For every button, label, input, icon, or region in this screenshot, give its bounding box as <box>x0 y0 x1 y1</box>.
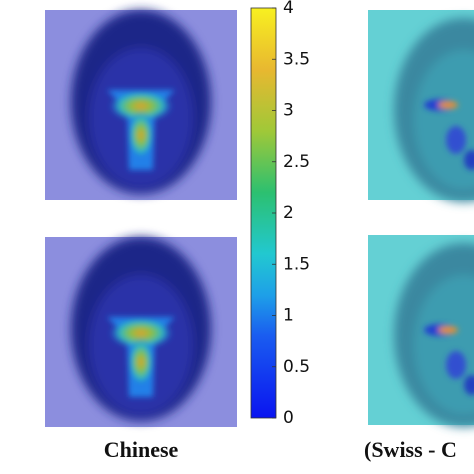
colorbar-tick-label: 1 <box>283 306 294 326</box>
heatmap-panel <box>45 237 237 427</box>
colorbar-tick-label: 1.5 <box>283 254 310 274</box>
colorbar-tick-label: 0.5 <box>283 357 310 377</box>
colorbar-tick-label: 2.5 <box>283 152 310 172</box>
colorbar-tick-label: 4 <box>283 0 294 18</box>
panel-label: Chinese <box>104 437 179 462</box>
heatmap-panel <box>45 10 237 200</box>
colorbar-tick-label: 2 <box>283 203 294 223</box>
colorbar <box>250 7 277 419</box>
heatmap-panel <box>368 10 474 202</box>
panel-label: (Swiss - C <box>364 437 457 462</box>
colorbar-tick-label: 3.5 <box>283 49 310 69</box>
colorbar-tick-label: 0 <box>283 408 294 428</box>
colorbar-tick-label: 3 <box>283 101 294 121</box>
heatmap-panel <box>368 235 474 427</box>
